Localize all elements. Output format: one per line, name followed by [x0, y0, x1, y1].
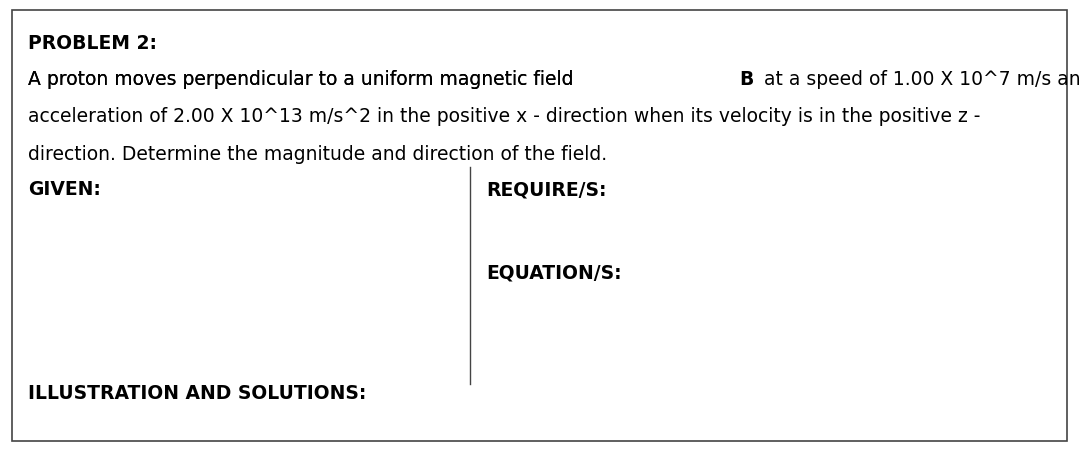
- Text: PROBLEM 2:: PROBLEM 2:: [28, 34, 157, 53]
- Text: acceleration of 2.00 X 10^13 m/s^2 in the positive x - direction when its veloci: acceleration of 2.00 X 10^13 m/s^2 in th…: [28, 107, 981, 126]
- Text: REQUIRE/S:: REQUIRE/S:: [486, 180, 607, 199]
- Text: direction. Determine the magnitude and direction of the field.: direction. Determine the magnitude and d…: [28, 145, 607, 164]
- Text: ILLUSTRATION AND SOLUTIONS:: ILLUSTRATION AND SOLUTIONS:: [28, 384, 366, 403]
- Text: A proton moves perpendicular to a uniform magnetic field: A proton moves perpendicular to a unifor…: [28, 70, 580, 89]
- Text: A proton moves perpendicular to a uniform magnetic field: A proton moves perpendicular to a unifor…: [28, 70, 580, 89]
- Text: EQUATION/S:: EQUATION/S:: [486, 264, 622, 283]
- Text: at a speed of 1.00 X 10^7 m/s and undergoes an: at a speed of 1.00 X 10^7 m/s and underg…: [758, 70, 1080, 89]
- Text: B: B: [740, 70, 754, 89]
- Text: GIVEN:: GIVEN:: [28, 180, 100, 199]
